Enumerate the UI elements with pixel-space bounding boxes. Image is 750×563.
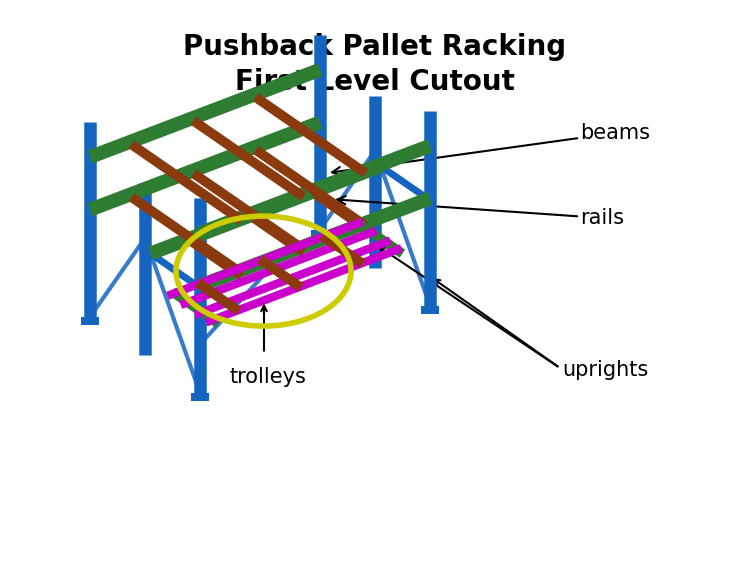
- Text: Pushback Pallet Racking
First Level Cutout: Pushback Pallet Racking First Level Cuto…: [184, 33, 566, 96]
- Text: uprights: uprights: [562, 360, 648, 380]
- Text: trolleys: trolleys: [229, 367, 306, 387]
- Text: beams: beams: [332, 123, 650, 175]
- Text: rails: rails: [338, 196, 624, 228]
